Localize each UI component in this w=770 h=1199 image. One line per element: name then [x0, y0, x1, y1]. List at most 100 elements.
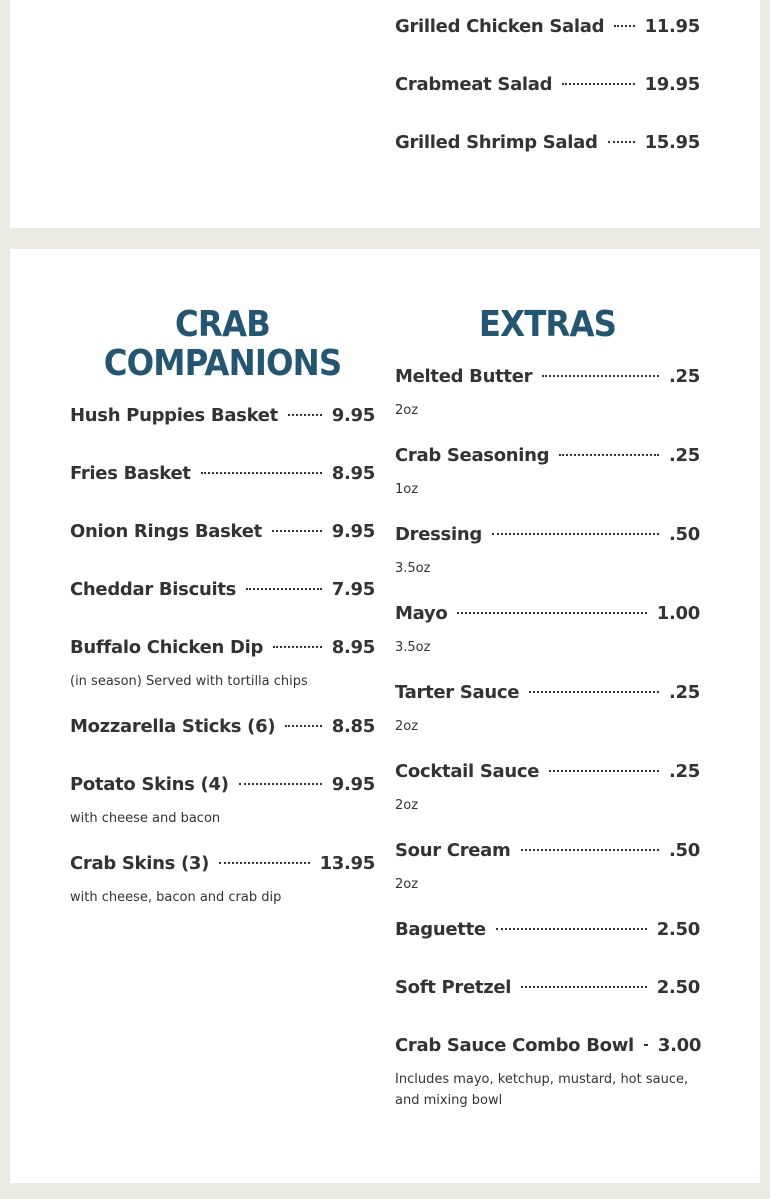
- item-row: Sour Cream .50: [395, 838, 700, 862]
- dot-leader: [529, 691, 659, 693]
- item-price: 9.95: [331, 773, 376, 795]
- item-row: Crab Sauce Combo Bowl 3.00: [395, 1033, 702, 1057]
- item-row: Grilled Shrimp Salad 15.95: [395, 130, 700, 154]
- sides-card: CRAB COMPANIONS Hush Puppies Basket 9.95 Fri…: [10, 249, 760, 1183]
- item-description: Includes mayo, ketchup, mustard, hot sau…: [395, 1072, 689, 1108]
- salad-card: Grilled Chicken Salad 11.95 Crabmeat Salad…: [10, 0, 760, 228]
- item-row: Fries Basket 8.95: [70, 461, 375, 485]
- item-name: Soft Pretzel: [395, 976, 512, 998]
- menu-item: Cocktail Sauce .25 2oz: [395, 759, 700, 816]
- item-row: Mozzarella Sticks (6) 8.85: [70, 714, 375, 738]
- dot-leader: [607, 141, 635, 143]
- item-price: .50: [669, 839, 700, 861]
- menu-item: Soft Pretzel 2.50: [395, 975, 700, 999]
- item-price: 2.50: [656, 976, 701, 998]
- item-name: Baguette: [395, 918, 486, 940]
- dot-leader: [238, 783, 322, 785]
- item-row: Tarter Sauce .25: [395, 680, 700, 704]
- dot-leader: [549, 770, 659, 772]
- item-row: Cocktail Sauce .25: [395, 759, 700, 783]
- item-price: 19.95: [644, 73, 701, 95]
- item-name: Crabmeat Salad: [395, 73, 553, 95]
- dot-leader: [219, 862, 310, 864]
- item-name: Grilled Shrimp Salad: [395, 131, 598, 153]
- item-description: 2oz: [395, 719, 419, 734]
- menu-item: Hush Puppies Basket 9.95: [70, 403, 375, 427]
- item-row: Cheddar Biscuits 7.95: [70, 577, 375, 601]
- item-price: 8.85: [331, 715, 376, 737]
- item-price: .25: [669, 444, 700, 466]
- item-price: 3.00: [657, 1034, 702, 1056]
- item-name: Fries Basket: [70, 462, 191, 484]
- menu-item: Baguette 2.50: [395, 917, 700, 941]
- salad-column: Grilled Chicken Salad 11.95 Crabmeat Salad…: [395, 14, 700, 188]
- item-name: Cheddar Biscuits: [70, 578, 237, 600]
- item-row: Crab Seasoning .25: [395, 443, 700, 467]
- item-row: Onion Rings Basket 9.95: [70, 519, 375, 543]
- menu-item: Crabmeat Salad 19.95: [395, 72, 700, 96]
- item-description: 2oz: [395, 798, 419, 813]
- dot-leader: [520, 849, 659, 851]
- section-title: EXTRAS: [410, 305, 685, 344]
- item-row: Dressing .50: [395, 522, 700, 546]
- section-title: CRAB COMPANIONS: [85, 305, 360, 383]
- item-description: 3.5oz: [395, 640, 431, 655]
- item-name: Grilled Chicken Salad: [395, 15, 605, 37]
- item-name: Crab Seasoning: [395, 444, 550, 466]
- item-name: Mayo: [395, 602, 448, 624]
- companions-column: CRAB COMPANIONS Hush Puppies Basket 9.95 Fri…: [70, 305, 375, 930]
- menu-item: Melted Butter .25 2oz: [395, 364, 700, 421]
- item-description: 3.5oz: [395, 561, 431, 576]
- item-row: Grilled Chicken Salad 11.95: [395, 14, 700, 38]
- item-price: 9.95: [331, 520, 376, 542]
- menu-item: Crab Sauce Combo Bowl 3.00 Includes mayo, …: [395, 1033, 702, 1111]
- menu-item: Tarter Sauce .25 2oz: [395, 680, 700, 737]
- dot-leader: [562, 83, 635, 85]
- menu-item: Sour Cream .50 2oz: [395, 838, 700, 895]
- item-row: Baguette 2.50: [395, 917, 700, 941]
- item-description: with cheese and bacon: [70, 811, 221, 826]
- item-description: 2oz: [395, 877, 419, 892]
- dot-leader: [521, 986, 647, 988]
- item-name: Melted Butter: [395, 365, 533, 387]
- dot-leader: [495, 928, 647, 930]
- menu-item: Cheddar Biscuits 7.95: [70, 577, 375, 601]
- item-name: Hush Puppies Basket: [70, 404, 278, 426]
- item-price: 13.95: [319, 852, 376, 874]
- menu-item: Fries Basket 8.95: [70, 461, 375, 485]
- item-name: Sour Cream: [395, 839, 511, 861]
- dot-leader: [273, 646, 322, 648]
- item-price: .25: [669, 681, 700, 703]
- item-price: .25: [669, 365, 700, 387]
- dot-leader: [246, 588, 322, 590]
- menu-item: Dressing .50 3.5oz: [395, 522, 700, 579]
- item-price: 11.95: [644, 15, 701, 37]
- menu-item: Mozzarella Sticks (6) 8.85: [70, 714, 375, 738]
- title-line: EXTRAS: [478, 304, 617, 345]
- menu-item: Grilled Shrimp Salad 15.95: [395, 130, 700, 154]
- dot-leader: [271, 530, 322, 532]
- item-description: 2oz: [395, 403, 419, 418]
- dot-leader: [200, 472, 322, 474]
- item-name: Crab Skins (3): [70, 852, 210, 874]
- item-name: Tarter Sauce: [395, 681, 520, 703]
- item-price: 8.95: [331, 462, 376, 484]
- item-price: 8.95: [331, 636, 376, 658]
- extras-column: EXTRAS Melted Butter .25 2oz Crab Seasoning.…: [395, 305, 702, 1133]
- menu-item: Onion Rings Basket 9.95: [70, 519, 375, 543]
- item-row: Mayo 1.00: [395, 601, 700, 625]
- item-name: Potato Skins (4): [70, 773, 229, 795]
- item-name: Onion Rings Basket: [70, 520, 262, 542]
- menu-item: Potato Skins (4) 9.95 with cheese and baco…: [70, 772, 375, 829]
- item-price: .50: [669, 523, 700, 545]
- item-price: .25: [669, 760, 700, 782]
- dot-leader: [288, 414, 322, 416]
- menu-item: Mayo 1.00 3.5oz: [395, 601, 700, 658]
- item-name: Cocktail Sauce: [395, 760, 540, 782]
- item-row: Crab Skins (3) 13.95: [70, 851, 375, 875]
- dot-leader: [491, 533, 659, 535]
- item-price: 9.95: [331, 404, 376, 426]
- item-row: Buffalo Chicken Dip 8.95: [70, 635, 375, 659]
